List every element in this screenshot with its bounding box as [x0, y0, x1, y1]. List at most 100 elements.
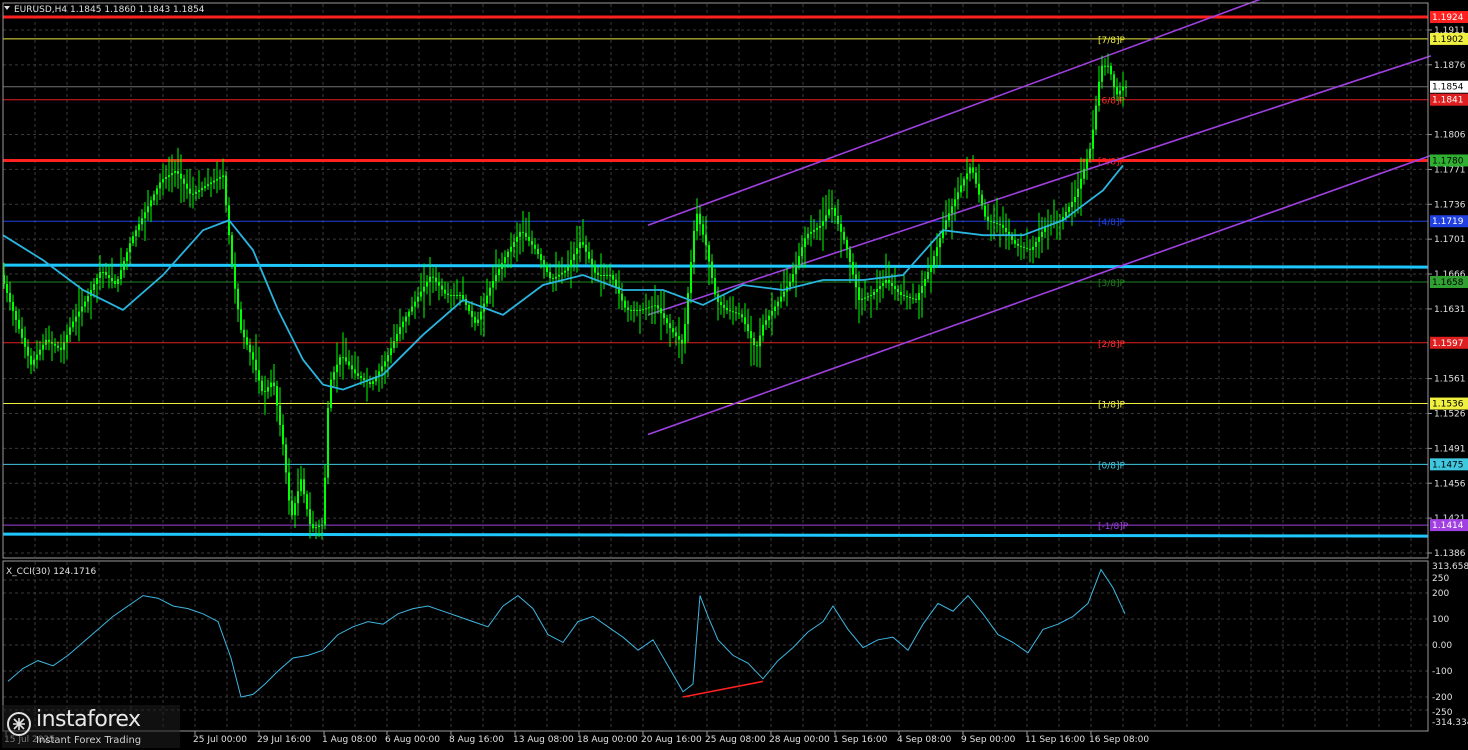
candle-body	[1119, 90, 1121, 95]
candle-body	[477, 319, 479, 323]
price-tick-label: 1.1491	[1434, 444, 1466, 454]
candle-body	[606, 275, 608, 277]
candle-body	[984, 205, 986, 217]
candle-body	[36, 354, 38, 360]
candle-body	[711, 261, 713, 279]
candle-body	[810, 231, 812, 234]
candle-body	[966, 173, 968, 180]
candle-body	[882, 283, 884, 286]
candle-body	[543, 260, 545, 267]
candle-body	[69, 327, 71, 335]
murray-label: [4/8]P	[1098, 218, 1126, 228]
candle-body	[156, 188, 158, 195]
candle-body	[588, 251, 590, 259]
candle-body	[558, 274, 560, 277]
candle-body	[171, 173, 173, 176]
candle-body	[618, 286, 620, 294]
current-price-label: 1.1854	[1432, 83, 1464, 93]
candle-body	[702, 224, 704, 235]
candle-body	[726, 307, 728, 311]
candle-body	[927, 272, 929, 280]
candle-body	[252, 352, 254, 360]
price-box-label: 1.1924	[1432, 13, 1464, 23]
candle-body	[651, 306, 653, 308]
moving-average	[2, 164, 1124, 391]
candle-body	[378, 371, 380, 377]
candle-body	[249, 344, 251, 353]
candle-body	[654, 305, 656, 307]
candle-body	[531, 240, 533, 245]
cci-tick-label: 200	[1432, 589, 1449, 599]
candle-body	[981, 194, 983, 206]
candle-body	[993, 221, 995, 223]
candle-body	[945, 220, 947, 230]
time-tick-label: 11 Sep 16:00	[1025, 735, 1085, 745]
candle-body	[642, 309, 644, 311]
candle-body	[861, 298, 863, 300]
murray-levels: [7/8]P [6/8]P [5/8]P [4/8]P [3/8]P [2/8]P [1/8…	[3, 15, 1428, 532]
candle-body	[1020, 245, 1022, 247]
candle-body	[867, 296, 869, 298]
candle-body	[975, 172, 977, 184]
candle-body	[534, 244, 536, 249]
candle-body	[855, 274, 857, 288]
candle-body	[972, 167, 974, 173]
candle-body	[804, 238, 806, 248]
current-price-box	[1430, 80, 1468, 93]
candle-body	[246, 337, 248, 345]
candle-body	[435, 277, 437, 282]
candle-body	[204, 186, 206, 189]
candle-body	[1095, 105, 1097, 130]
price-box	[1430, 11, 1468, 23]
candle-body	[429, 276, 431, 282]
candle-body	[684, 324, 686, 344]
candle-body	[699, 213, 701, 225]
price-box	[1430, 215, 1468, 228]
candle-body	[579, 242, 581, 249]
candle-body	[735, 312, 737, 314]
candle-body	[513, 241, 515, 247]
candle-body	[444, 289, 446, 294]
candle-body	[402, 321, 404, 328]
candle-body	[336, 364, 338, 373]
price-tick-label: 1.1736	[1434, 200, 1466, 210]
menu-triangle-icon[interactable]	[4, 6, 10, 10]
candle-body	[987, 216, 989, 221]
candle-body	[894, 285, 896, 289]
cci-tick-label: -100	[1432, 667, 1453, 677]
candle-body	[939, 238, 941, 248]
candle-body	[459, 294, 461, 296]
candle-body	[663, 313, 665, 319]
price-box	[1430, 336, 1468, 349]
candle-body	[342, 357, 344, 359]
candle-body	[666, 318, 668, 324]
candle-body	[1032, 246, 1034, 250]
candle-body	[264, 391, 266, 393]
candle-body	[399, 327, 401, 335]
price-tick-label: 1.1526	[1434, 410, 1466, 420]
candle-body	[1107, 65, 1109, 67]
candle-body	[405, 316, 407, 322]
candle-body	[99, 272, 101, 279]
candle-body	[678, 336, 680, 340]
candle-body	[807, 233, 809, 239]
candle-body	[354, 369, 356, 374]
candle-body	[936, 247, 938, 257]
candle-body	[60, 347, 62, 350]
candle-body	[453, 294, 455, 296]
candle-body	[1101, 65, 1103, 82]
candle-body	[1023, 246, 1025, 248]
candle-body	[627, 307, 629, 310]
candle-body	[186, 183, 188, 189]
candle-body	[798, 256, 800, 266]
candle-body	[585, 244, 587, 252]
candle-body	[297, 491, 299, 504]
candle-body	[153, 194, 155, 201]
candle-body	[3, 275, 5, 285]
candle-body	[282, 424, 284, 445]
candle-body	[261, 380, 263, 392]
candle-body	[198, 190, 200, 193]
candle-body	[870, 294, 872, 297]
price-box	[1430, 458, 1468, 471]
candle-body	[1092, 129, 1094, 149]
